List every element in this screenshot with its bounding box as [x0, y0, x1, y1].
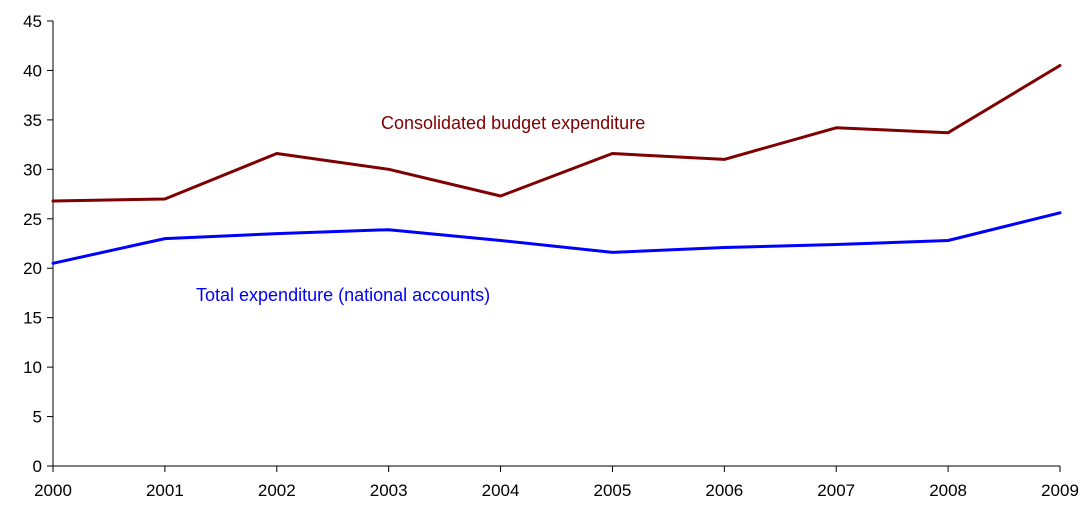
y-tick-label: 0: [33, 457, 42, 476]
x-tick-label: 2004: [482, 481, 520, 500]
y-tick-label: 20: [23, 259, 42, 278]
y-tick-label: 30: [23, 160, 42, 179]
y-tick-label: 10: [23, 358, 42, 377]
series-line-total-expenditure-national-accounts: [51, 211, 1062, 265]
annotation-total-expenditure-national-accounts: Total expenditure (national accounts): [196, 285, 490, 305]
x-axis: 2000 2001 2002 2003 2004 2005 2006 2007 2008 2009: [34, 465, 1079, 500]
x-tick-label: 2008: [929, 481, 967, 500]
y-tick-label: 45: [23, 12, 42, 31]
series-layer: [51, 64, 1062, 265]
x-tick-label: 2007: [817, 481, 855, 500]
x-tick-label: 2005: [594, 481, 632, 500]
y-tick-label: 5: [33, 408, 42, 427]
y-tick-label: 40: [23, 61, 42, 80]
series-line-consolidated-budget-expenditure: [51, 64, 1062, 203]
x-tick-label: 2002: [258, 481, 296, 500]
x-tick-label: 2001: [146, 481, 184, 500]
x-tick-label: 2003: [370, 481, 408, 500]
y-tick-label: 25: [23, 210, 42, 229]
y-tick-label: 35: [23, 111, 42, 130]
y-axis: 0 5 10 15 20 25 30 35 40 45: [23, 12, 54, 476]
x-tick-label: 2006: [705, 481, 743, 500]
annotation-consolidated-budget-expenditure: Consolidated budget expenditure: [381, 113, 645, 133]
x-tick-label: 2009: [1041, 481, 1079, 500]
x-tick-label: 2000: [34, 481, 72, 500]
y-tick-label: 15: [23, 309, 42, 328]
